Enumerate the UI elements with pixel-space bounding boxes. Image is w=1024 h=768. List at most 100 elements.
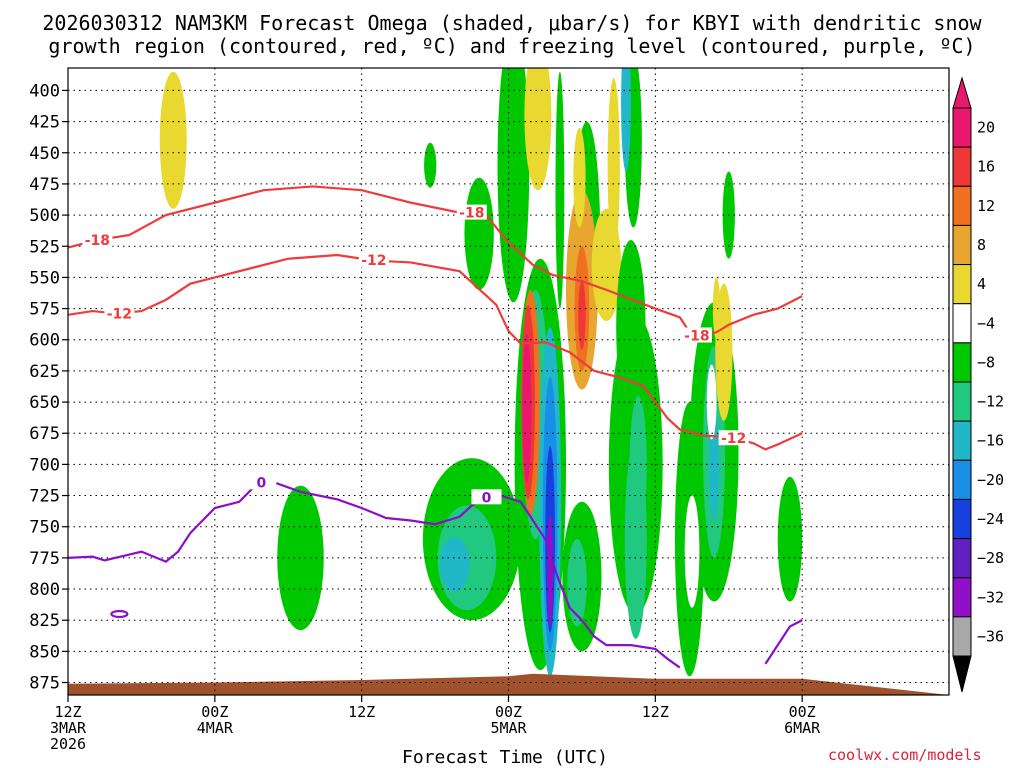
omega-cell-22 bbox=[578, 279, 586, 350]
freezing-level-label-bg-1 bbox=[471, 489, 502, 505]
colorbar-label-12: −32 bbox=[977, 588, 1004, 606]
y-tick-label-625: 625 bbox=[29, 362, 60, 382]
x-tick-label-24-0: 12Z bbox=[642, 703, 669, 721]
x-tick-label-12-0: 12Z bbox=[348, 703, 375, 721]
dgz-minus18-label-bg-1 bbox=[456, 204, 487, 220]
colorbar-segment-9 bbox=[952, 459, 972, 500]
omega-cell-2 bbox=[424, 142, 437, 188]
y-tick-label-575: 575 bbox=[29, 300, 60, 320]
dgz-minus18-line bbox=[68, 185, 803, 338]
y-tick-label-725: 725 bbox=[29, 487, 60, 507]
x-tick-label-6-1: 4MAR bbox=[197, 719, 234, 737]
y-tick-label-425: 425 bbox=[29, 113, 60, 133]
y-tick-label-450: 450 bbox=[29, 144, 60, 164]
freezing-level-loop bbox=[110, 609, 129, 619]
freezing-level-label-bg-0 bbox=[246, 474, 277, 490]
colorbar-bottom-arrow bbox=[952, 655, 972, 693]
freezing-level-late-line bbox=[764, 619, 803, 665]
y-tick-label-475: 475 bbox=[29, 175, 60, 195]
omega-cell-27 bbox=[567, 539, 587, 627]
omega-cell-0 bbox=[159, 71, 187, 209]
y-tick-label-850: 850 bbox=[29, 642, 60, 662]
dgz-minus12-label-bg-1 bbox=[358, 251, 389, 267]
colorbar-segment-4 bbox=[952, 264, 972, 305]
dgz-minus18-label-0: -18 bbox=[85, 233, 110, 249]
colorbar-top-arrow bbox=[952, 76, 972, 109]
x-axis-label: Forecast Time (UTC) bbox=[402, 747, 608, 768]
x-tick-label-0-0: 12Z bbox=[54, 703, 81, 721]
omega-cell-41 bbox=[715, 283, 733, 421]
dgz-minus12-line bbox=[68, 253, 803, 451]
colorbar-label-9: −20 bbox=[977, 471, 1004, 489]
colorbar-label-3: 8 bbox=[977, 236, 986, 254]
dgz-minus12-label-0: -12 bbox=[107, 306, 132, 322]
y-tick-label-400: 400 bbox=[29, 81, 60, 101]
x-tick-label-30-1: 6MAR bbox=[784, 719, 821, 737]
omega-cell-5 bbox=[439, 536, 470, 592]
dgz-minus18-label-bg-0 bbox=[82, 232, 113, 248]
omega-cell-18 bbox=[555, 71, 565, 309]
omega-cell-23 bbox=[573, 127, 586, 228]
colorbar-label-10: −24 bbox=[977, 510, 1004, 528]
freezing-level-line bbox=[68, 479, 681, 669]
dgz-minus12-label-bg-2 bbox=[718, 430, 749, 446]
colorbar-label-7: −12 bbox=[977, 393, 1004, 411]
dgz-minus12-label-bg-0 bbox=[104, 305, 135, 321]
freezing-level-label-1: 0 bbox=[482, 490, 492, 506]
y-tick-label-600: 600 bbox=[29, 331, 60, 351]
omega-cell-8 bbox=[524, 68, 552, 191]
y-tick-label-875: 875 bbox=[29, 674, 60, 694]
x-tick-label-6-0: 00Z bbox=[201, 703, 228, 721]
dgz-minus12-label-2: -12 bbox=[721, 431, 746, 447]
y-tick-label-550: 550 bbox=[29, 268, 60, 288]
dgz-minus12-label-1: -12 bbox=[361, 253, 386, 269]
y-axis: 400 425 450 475 500 525 550 575 600 625 650 675 700 7… bbox=[29, 81, 68, 694]
y-tick-label-750: 750 bbox=[29, 518, 60, 538]
colorbar-segment-12 bbox=[952, 577, 972, 618]
x-tick-label-0-2: 2026 bbox=[50, 735, 86, 753]
credit-text: coolwx.com/models bbox=[828, 746, 982, 764]
y-tick-label-800: 800 bbox=[29, 580, 60, 600]
omega-cell-32 bbox=[621, 68, 631, 172]
chart-title-line-2: growth region (contoured, red, ºC) and f… bbox=[48, 34, 976, 58]
colorbar-segment-11 bbox=[952, 538, 972, 579]
y-tick-label-675: 675 bbox=[29, 424, 60, 444]
colorbar-segment-8 bbox=[952, 420, 972, 461]
colorbar-segment-13 bbox=[952, 616, 972, 657]
colorbar-label-2: 12 bbox=[977, 197, 995, 215]
colorbar-label-5: −4 bbox=[977, 314, 995, 332]
colorbar-segment-5 bbox=[952, 303, 972, 344]
colorbar-label-8: −16 bbox=[977, 432, 1004, 450]
omega-cell-13 bbox=[522, 333, 532, 484]
dgz-minus18-label-2: -18 bbox=[684, 329, 709, 345]
omega-cell-7 bbox=[497, 68, 530, 303]
colorbar-segment-3 bbox=[952, 224, 972, 266]
omega-shading bbox=[159, 68, 803, 677]
omega-cell-25 bbox=[607, 77, 620, 253]
freezing-level-label-0: 0 bbox=[256, 475, 266, 491]
y-tick-label-525: 525 bbox=[29, 237, 60, 257]
x-tick-label-0-1: 3MAR bbox=[50, 719, 87, 737]
dgz-minus18-label-bg-2 bbox=[681, 327, 712, 343]
colorbar-segment-2 bbox=[952, 185, 972, 226]
grid-lines bbox=[68, 68, 949, 695]
colorbar-label-13: −36 bbox=[977, 627, 1004, 645]
dgz-minus18-label-1: -18 bbox=[459, 206, 484, 222]
colorbar-label-4: 4 bbox=[977, 275, 986, 293]
omega-cell-42 bbox=[777, 476, 803, 602]
omega-cell-33 bbox=[624, 439, 647, 639]
y-tick-label-500: 500 bbox=[29, 206, 60, 226]
x-tick-label-18-0: 00Z bbox=[495, 703, 522, 721]
y-tick-label-775: 775 bbox=[29, 549, 60, 569]
colorbar-segment-10 bbox=[952, 498, 972, 540]
colorbar-label-11: −28 bbox=[977, 549, 1004, 567]
omega-cell-17 bbox=[547, 514, 554, 627]
colorbar-segment-6 bbox=[952, 342, 972, 383]
x-tick-label-30-0: 00Z bbox=[789, 703, 816, 721]
y-tick-label-825: 825 bbox=[29, 611, 60, 631]
colorbar-segment-1 bbox=[952, 146, 972, 187]
colorbar-label-6: −8 bbox=[977, 353, 995, 371]
colorbar-segment-7 bbox=[952, 381, 972, 422]
